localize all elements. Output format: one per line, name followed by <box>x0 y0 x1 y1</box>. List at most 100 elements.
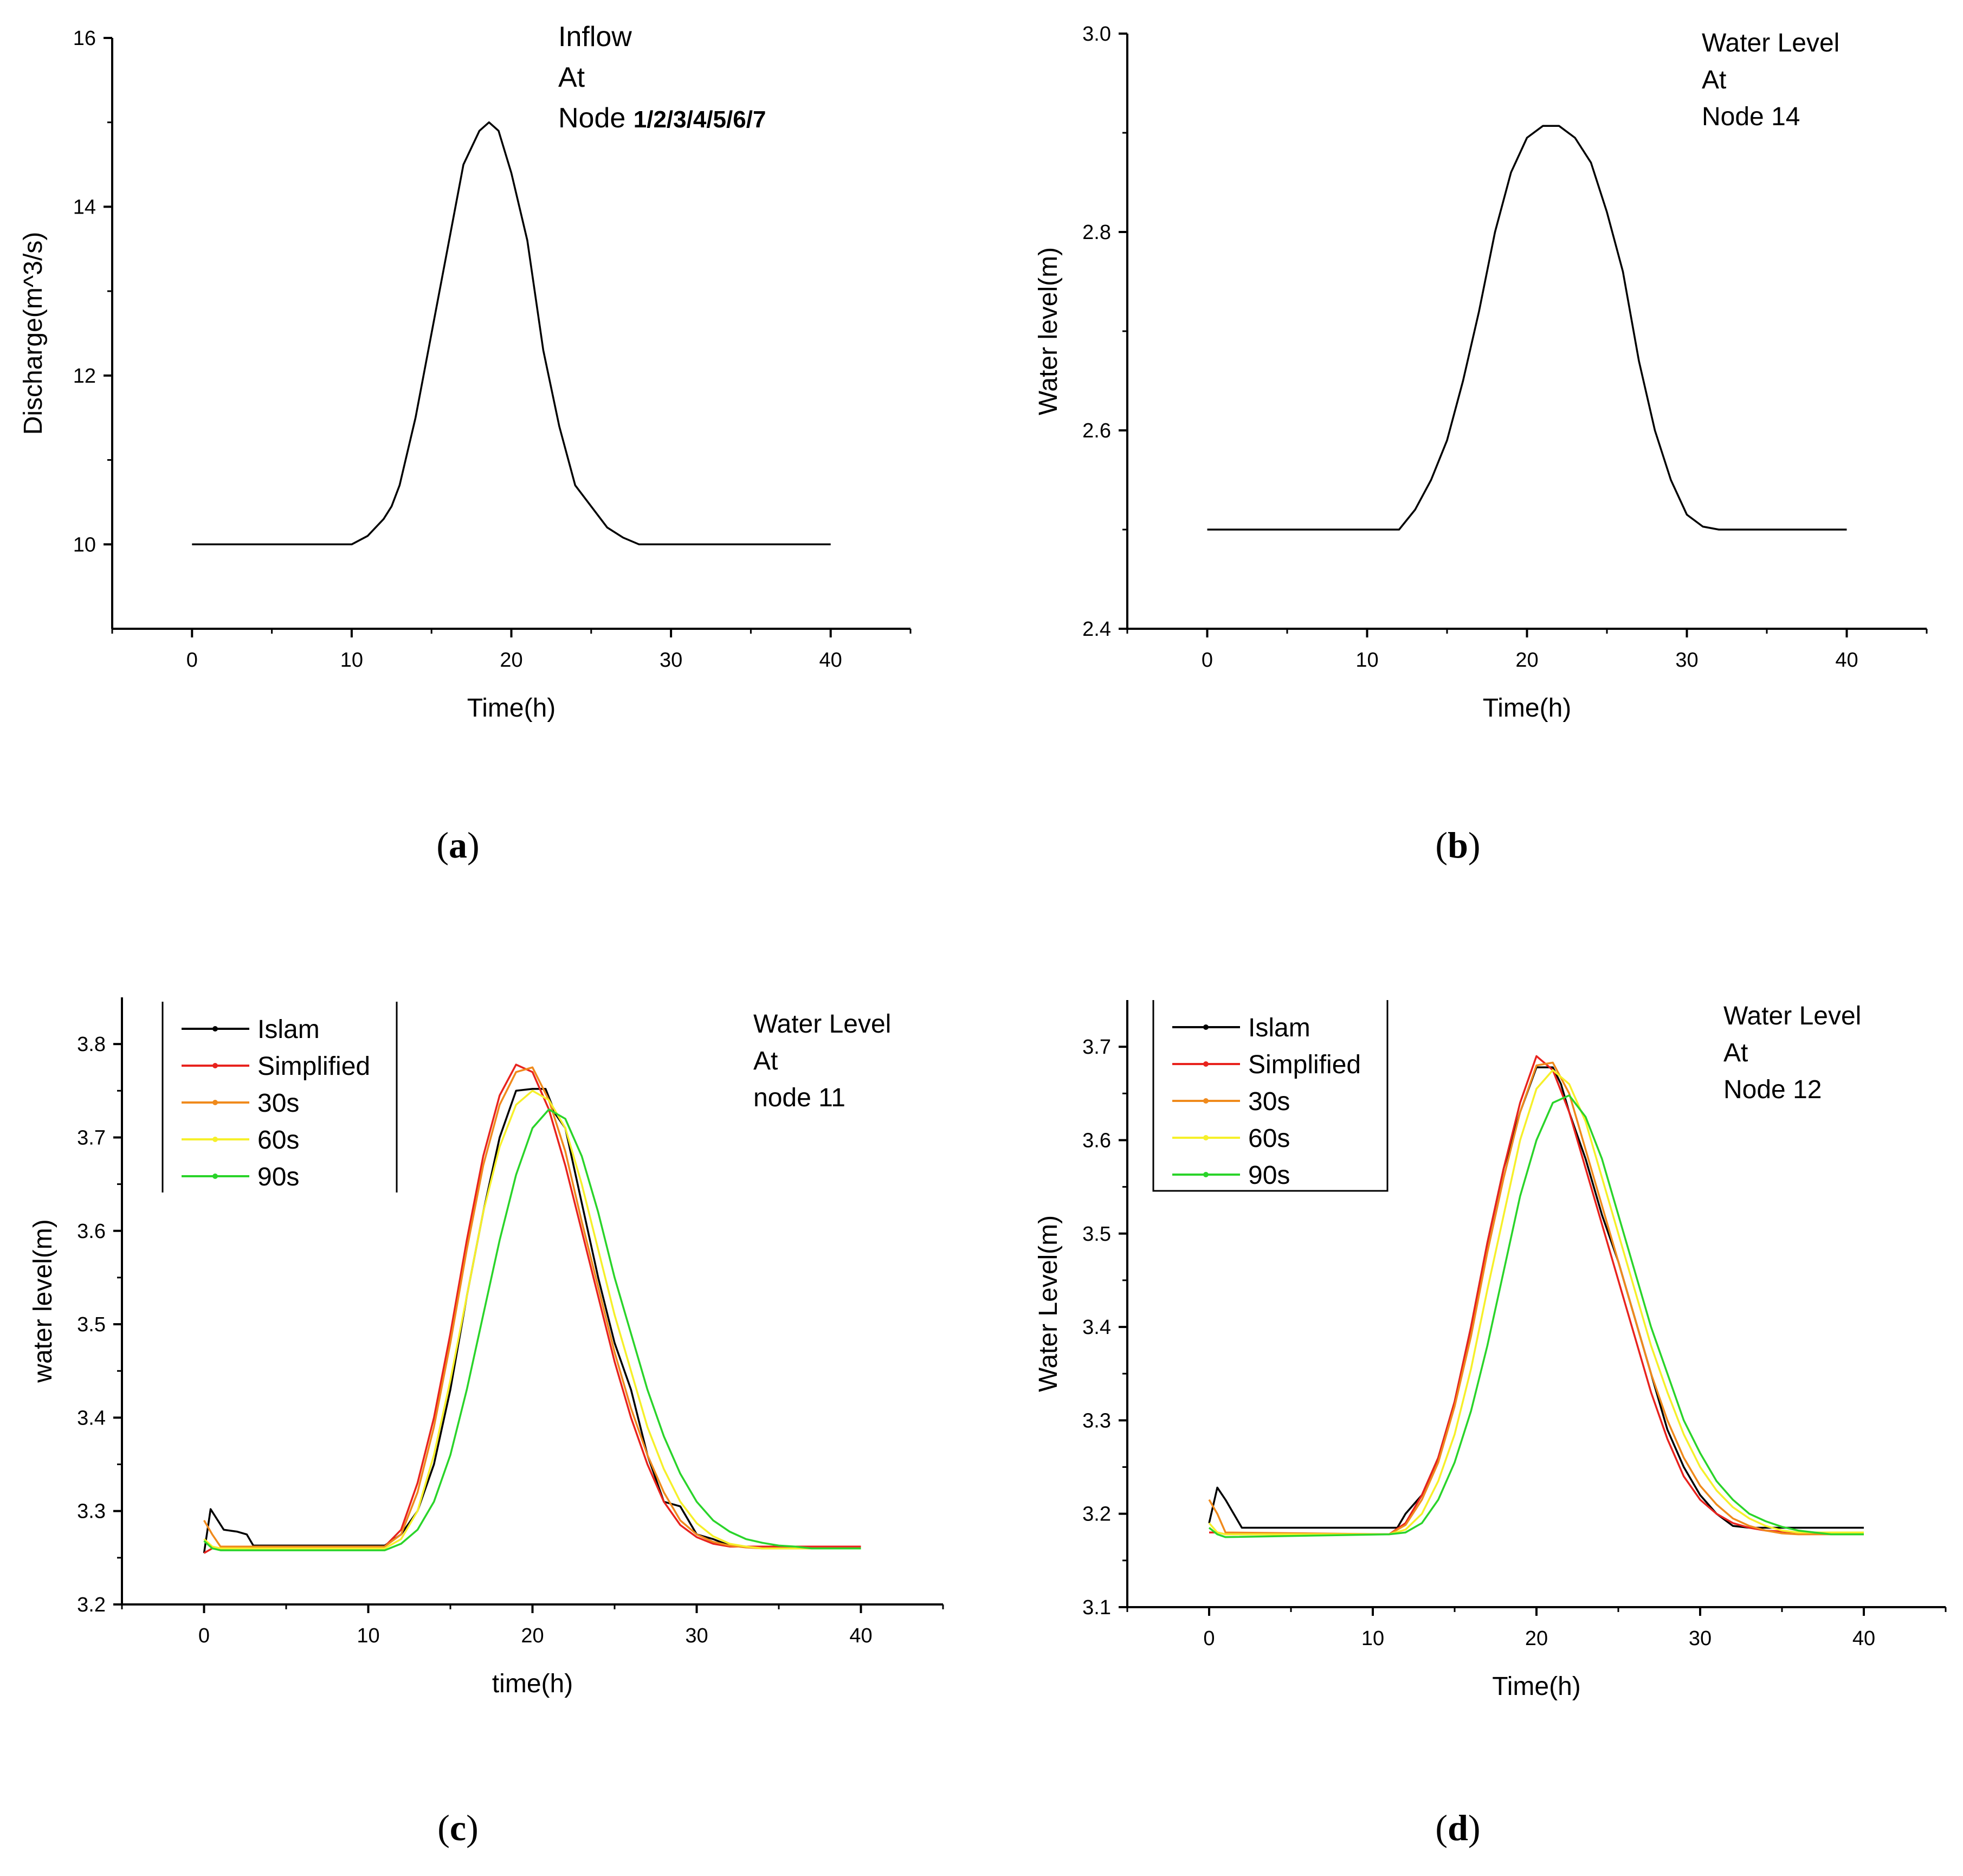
chart-a: 10 12 14 16 0 10 20 30 40 Time(h) Discharge(m^3/s)… <box>19 21 912 866</box>
legend-label: 60s <box>1248 1124 1290 1153</box>
y-tick-label: 2.4 <box>1082 618 1111 641</box>
series-60s <box>1208 1069 1864 1536</box>
legend-marker <box>1203 1172 1209 1177</box>
y-tick-label: 3.4 <box>1082 1316 1111 1339</box>
series-islam <box>203 1088 861 1553</box>
x-tick-label: 40 <box>819 649 842 672</box>
y-tick-label: 2.8 <box>1082 221 1111 244</box>
legend-marker <box>212 1174 218 1179</box>
series-islam <box>1208 1066 1864 1529</box>
legend-marker <box>212 1063 218 1068</box>
legend-label: 30s <box>1248 1087 1290 1116</box>
legend-label: Islam <box>1248 1014 1310 1042</box>
y-tick-label: 16 <box>73 27 96 50</box>
annotation-line: Node 1/2/3/4/5/6/7 <box>558 102 766 134</box>
x-tick-label: 40 <box>1835 649 1858 672</box>
x-tick-label: 20 <box>1515 649 1538 672</box>
y-tick-label: 3.4 <box>77 1407 106 1429</box>
series-30s <box>203 1066 861 1550</box>
y-tick-label: 3.8 <box>77 1033 106 1056</box>
y-tick-label: 3.6 <box>1082 1129 1111 1152</box>
x-axis-label: Time(h) <box>1492 1672 1581 1701</box>
series-inflow <box>192 121 831 546</box>
y-tick-label: 3.2 <box>1082 1503 1111 1526</box>
x-tick-label: 30 <box>1689 1627 1712 1650</box>
y-axis-label: water level(m) <box>29 1219 57 1383</box>
annotation-line: At <box>1702 66 1726 94</box>
annotation-line: Water Level <box>1702 29 1839 57</box>
x-tick-label: 40 <box>849 1624 872 1647</box>
series-90s <box>203 1108 861 1551</box>
x-tick-label: 10 <box>340 649 363 672</box>
caption: (d) <box>1435 1807 1480 1848</box>
series-water-level <box>1207 125 1847 531</box>
annotation-line: Inflow <box>558 21 632 53</box>
y-tick-label: 3.5 <box>1082 1223 1111 1246</box>
legend-label: 30s <box>257 1089 299 1118</box>
caption: (c) <box>437 1807 479 1848</box>
x-tick-label: 10 <box>1355 649 1378 672</box>
chart-b: 2.4 2.6 2.8 3.0 0 10 20 30 40 Time(h) Water level(… <box>1034 23 1928 866</box>
x-axis-label: time(h) <box>492 1669 573 1698</box>
x-tick-label: 0 <box>186 649 198 672</box>
x-tick-label: 20 <box>1525 1627 1548 1650</box>
legend: Islam Simplified 30s 60s 90s <box>162 1002 398 1192</box>
x-tick-label: 30 <box>685 1624 708 1647</box>
x-axis-label: Time(h) <box>1483 694 1572 723</box>
y-axis-label: Discharge(m^3/s) <box>19 232 48 435</box>
series-simplified <box>1209 1055 1864 1536</box>
legend-label: Simplified <box>1248 1050 1361 1079</box>
x-axis-label: Time(h) <box>467 694 556 723</box>
x-tick-label: 30 <box>660 649 682 672</box>
legend-marker <box>1203 1098 1209 1104</box>
legend-marker <box>212 1026 218 1032</box>
x-tick-label: 40 <box>1852 1627 1875 1650</box>
caption: (a) <box>436 824 479 866</box>
y-tick-label: 14 <box>73 196 96 218</box>
y-tick-label: 3.5 <box>77 1313 106 1336</box>
y-tick-label: 3.3 <box>77 1500 106 1523</box>
annotation-line: At <box>753 1047 778 1075</box>
y-tick-label: 3.7 <box>1082 1036 1111 1059</box>
legend-label: Simplified <box>257 1052 370 1081</box>
y-axis-label: Water level(m) <box>1034 247 1063 415</box>
x-tick-label: 0 <box>1203 1627 1215 1650</box>
y-tick-label: 3.2 <box>77 1594 106 1616</box>
y-axis-label: Water Level(m) <box>1034 1215 1063 1392</box>
annotation-line: At <box>558 62 585 93</box>
y-tick-label: 10 <box>73 533 96 556</box>
x-tick-label: 10 <box>357 1624 379 1647</box>
x-tick-label: 0 <box>198 1624 210 1647</box>
x-tick-label: 10 <box>1361 1627 1384 1650</box>
annotation-line: Node 14 <box>1702 102 1800 131</box>
x-tick-label: 20 <box>500 649 522 672</box>
x-tick-label: 30 <box>1675 649 1698 672</box>
annotation-line: At <box>1723 1039 1748 1067</box>
annotation-line: Water Level <box>753 1010 891 1039</box>
y-tick-label: 3.7 <box>77 1126 106 1149</box>
annotation-line: Water Level <box>1723 1002 1861 1030</box>
series-30s <box>1208 1061 1864 1536</box>
x-tick-label: 20 <box>521 1624 544 1647</box>
legend-marker <box>212 1100 218 1105</box>
annotation-line: node 11 <box>753 1084 845 1112</box>
y-tick-label: 12 <box>73 365 96 388</box>
series-simplified <box>203 1063 861 1554</box>
chart-d: 3.1 3.2 3.3 3.4 3.5 3.6 3.7 0 10 20 30 40 Time(h) Wat… <box>1034 1000 1947 1848</box>
legend-label: 90s <box>257 1163 299 1191</box>
y-tick-label: 2.6 <box>1082 420 1111 442</box>
legend-label: 60s <box>257 1126 299 1155</box>
legend: Islam Simplified 30s 60s 90s <box>1152 1000 1389 1192</box>
chart-c: 3.2 3.3 3.4 3.5 3.6 3.7 3.8 0 10 20 30 40 time(h) wat… <box>29 997 944 1848</box>
y-tick-label: 3.0 <box>1082 23 1111 46</box>
y-tick-label: 3.1 <box>1082 1596 1111 1619</box>
legend-label: 90s <box>1248 1161 1290 1190</box>
legend-marker <box>1203 1135 1209 1140</box>
annotation-line: Node 12 <box>1723 1075 1822 1104</box>
series-90s <box>1208 1094 1864 1538</box>
legend-marker <box>212 1137 218 1142</box>
legend-marker <box>1203 1024 1209 1030</box>
caption: (b) <box>1435 824 1480 866</box>
legend-marker <box>1203 1061 1209 1067</box>
